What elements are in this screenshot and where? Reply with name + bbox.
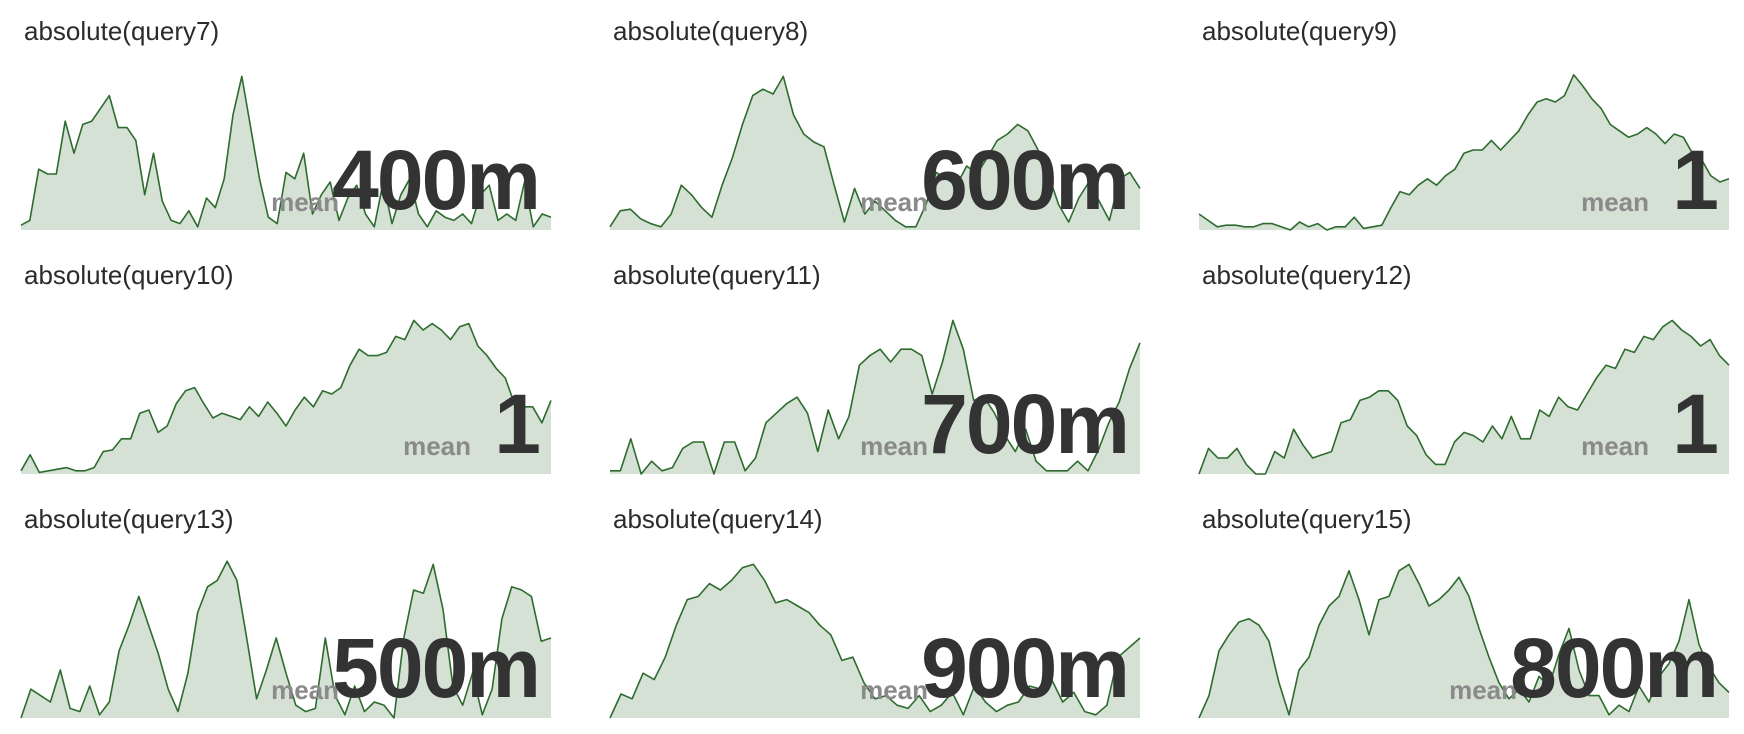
sparkline-chart — [1198, 563, 1730, 719]
sparkline-chart — [609, 75, 1141, 231]
panel-title: absolute(query9) — [1202, 16, 1398, 46]
panel-query11: absolute(query11) mean 700m — [610, 258, 1141, 475]
sparkline-line — [1198, 563, 1730, 719]
stat-label: mean — [860, 187, 928, 217]
panel-title: absolute(query14) — [613, 504, 823, 534]
stat-label: mean — [1449, 675, 1517, 705]
sparkline-area — [610, 564, 1140, 718]
panel-query13: absolute(query13) mean 500m — [20, 502, 552, 719]
panel-title: absolute(query15) — [1202, 504, 1412, 534]
sparkline-area — [1199, 320, 1729, 474]
stat-label: mean — [403, 431, 471, 461]
panel-title: absolute(query10) — [24, 260, 234, 290]
sparkline-chart — [610, 319, 1141, 475]
stat-value: 500m — [332, 621, 541, 715]
stat-value: 600m — [921, 133, 1130, 227]
sparkline-area — [21, 76, 551, 231]
sparkline-area — [21, 320, 551, 474]
panel-query8: absolute(query8) mean 600m — [609, 14, 1141, 231]
panel-title: absolute(query11) — [613, 260, 821, 290]
sparkline-area — [1199, 564, 1729, 718]
sparkline-area — [1199, 74, 1729, 230]
panel-query12: absolute(query12) mean 1 — [1198, 258, 1730, 475]
sparkline-line — [20, 560, 552, 719]
sparkline-chart — [609, 563, 1141, 719]
panel-query14: absolute(query14) mean 900m — [609, 502, 1141, 719]
sparkline-area — [610, 76, 1140, 231]
stat-label: mean — [860, 431, 928, 461]
sparkline-line — [1198, 74, 1730, 231]
sparkline-line — [609, 75, 1141, 228]
panel-query7: absolute(query7) mean 400m — [20, 14, 552, 231]
stat-value: 1 — [494, 377, 541, 471]
stat-value: 700m — [921, 377, 1130, 471]
panel-title: absolute(query8) — [613, 16, 809, 46]
stat-label: mean — [1581, 431, 1649, 461]
sparkline-area — [610, 320, 1140, 474]
sparkline-line — [610, 319, 1141, 475]
panel-query9: absolute(query9) mean 1 — [1198, 14, 1730, 231]
stat-value: 1 — [1672, 377, 1719, 471]
sparkline-chart — [20, 319, 552, 474]
stat-label: mean — [860, 675, 928, 705]
stat-value: 1 — [1672, 133, 1719, 227]
sparkline-line — [1198, 319, 1730, 475]
panel-title: absolute(query13) — [24, 504, 234, 534]
sparkline-area — [21, 561, 551, 718]
panel-query10: absolute(query10) mean 1 — [20, 258, 552, 474]
sparkline-chart — [1198, 319, 1730, 475]
stat-label: mean — [271, 675, 339, 705]
sparkline-chart — [20, 560, 552, 719]
stat-value: 800m — [1510, 621, 1719, 715]
stat-value: 400m — [332, 133, 541, 227]
stat-label: mean — [1581, 187, 1649, 217]
panel-query15: absolute(query15) mean 800m — [1198, 502, 1730, 719]
sparkline-chart — [1198, 74, 1730, 231]
sparkline-chart — [20, 75, 552, 231]
sparkline-line — [609, 563, 1141, 719]
sparkline-line — [20, 75, 552, 228]
sparkline-line — [20, 319, 552, 474]
stat-label: mean — [271, 187, 339, 217]
panel-title: absolute(query12) — [1202, 260, 1412, 290]
panel-title: absolute(query7) — [24, 16, 220, 46]
stat-value: 900m — [921, 621, 1130, 715]
